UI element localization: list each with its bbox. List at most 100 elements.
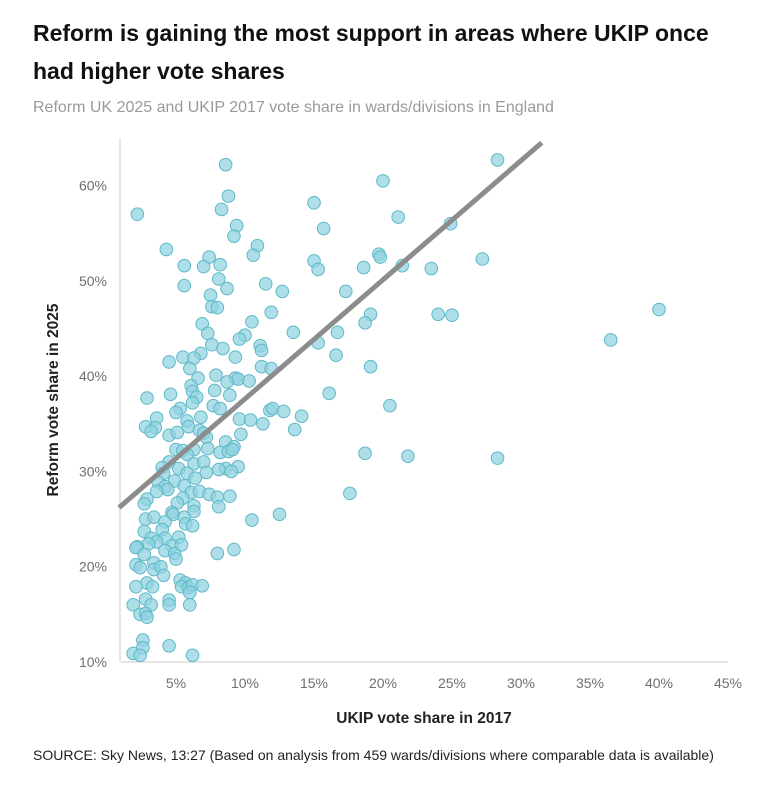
x-tick-label: 15% (300, 675, 328, 691)
data-point (272, 507, 287, 522)
data-point (129, 579, 143, 594)
data-point (490, 153, 505, 167)
data-point (376, 174, 390, 188)
x-tick-label: 35% (576, 675, 604, 691)
data-point (258, 276, 273, 291)
data-point (652, 302, 666, 317)
data-point (144, 424, 158, 439)
data-point (401, 449, 415, 464)
x-tick-label: 25% (438, 675, 466, 691)
data-point (211, 499, 226, 514)
y-axis-ticks: 10% 20% 30% 40% 50% 60% (79, 178, 107, 670)
x-tick-label: 5% (166, 675, 186, 691)
source-note: SOURCE: Sky News, 13:27 (Based on analys… (33, 747, 714, 763)
x-tick-label: 30% (507, 675, 535, 691)
data-point (243, 413, 258, 427)
data-point (126, 598, 141, 612)
data-point (220, 281, 234, 296)
data-point (185, 518, 200, 533)
data-point (287, 422, 302, 437)
x-tick-label: 10% (231, 675, 259, 691)
data-point (424, 261, 439, 276)
y-tick-label: 10% (79, 654, 107, 670)
data-point (210, 300, 225, 315)
data-point (209, 368, 223, 383)
data-points (126, 153, 666, 663)
data-point (199, 465, 214, 480)
data-point (391, 210, 405, 224)
data-point (223, 489, 237, 504)
data-point (210, 546, 225, 561)
data-point (227, 542, 241, 557)
data-point (200, 441, 215, 456)
data-point (183, 585, 197, 600)
chart-title: Reform is gaining the most support in ar… (33, 20, 709, 84)
data-point (211, 272, 226, 286)
data-point (185, 648, 200, 663)
data-point (245, 315, 259, 329)
data-point (343, 486, 357, 501)
data-point (169, 552, 183, 566)
data-point (475, 252, 490, 266)
data-point (329, 348, 343, 363)
data-point (231, 372, 245, 386)
trend-line (117, 140, 544, 510)
data-point (358, 316, 372, 330)
data-point (445, 308, 459, 323)
data-point (363, 359, 378, 374)
data-point (227, 229, 241, 243)
data-point (356, 260, 371, 275)
data-point (358, 446, 372, 461)
x-tick-label: 45% (714, 675, 742, 691)
data-point (286, 325, 301, 340)
data-point (183, 361, 197, 376)
y-tick-label: 40% (79, 368, 107, 384)
data-point (162, 639, 176, 653)
data-point (246, 248, 261, 262)
data-point (214, 202, 229, 217)
data-point (307, 195, 321, 210)
y-tick-label: 30% (79, 463, 107, 479)
data-point (221, 189, 236, 203)
chart-subtitle: Reform UK 2025 and UKIP 2017 vote share … (33, 99, 554, 116)
data-point (216, 341, 230, 356)
data-point (130, 207, 145, 222)
data-point (275, 284, 290, 299)
data-point (213, 257, 227, 272)
data-point (242, 374, 256, 388)
x-axis-label: UKIP vote share in 2017 (336, 710, 511, 727)
data-point (174, 538, 189, 552)
data-point (264, 305, 279, 320)
data-point (162, 598, 176, 612)
data-point (245, 513, 259, 527)
y-axis-label: Reform vote share in 2025 (45, 303, 62, 496)
x-tick-label: 20% (369, 675, 397, 691)
data-point (316, 221, 331, 236)
data-point (185, 396, 200, 410)
data-point (133, 648, 147, 663)
data-point (311, 262, 325, 277)
y-tick-label: 60% (79, 178, 107, 194)
data-point (220, 375, 234, 389)
data-point (207, 383, 222, 398)
data-point (163, 387, 178, 402)
data-point (223, 388, 237, 403)
data-point (228, 350, 243, 364)
data-point (338, 284, 353, 299)
data-point (603, 333, 618, 347)
data-point (265, 401, 280, 416)
data-point (294, 409, 309, 423)
data-point (195, 578, 210, 593)
data-point (169, 405, 183, 420)
data-point (490, 451, 505, 465)
y-tick-label: 50% (79, 273, 107, 289)
data-point (149, 484, 164, 499)
data-point (218, 157, 233, 172)
data-point (177, 278, 192, 293)
data-point (159, 242, 174, 257)
data-point (254, 343, 269, 358)
data-point (322, 386, 336, 401)
data-point (170, 425, 185, 440)
data-point (162, 355, 176, 369)
